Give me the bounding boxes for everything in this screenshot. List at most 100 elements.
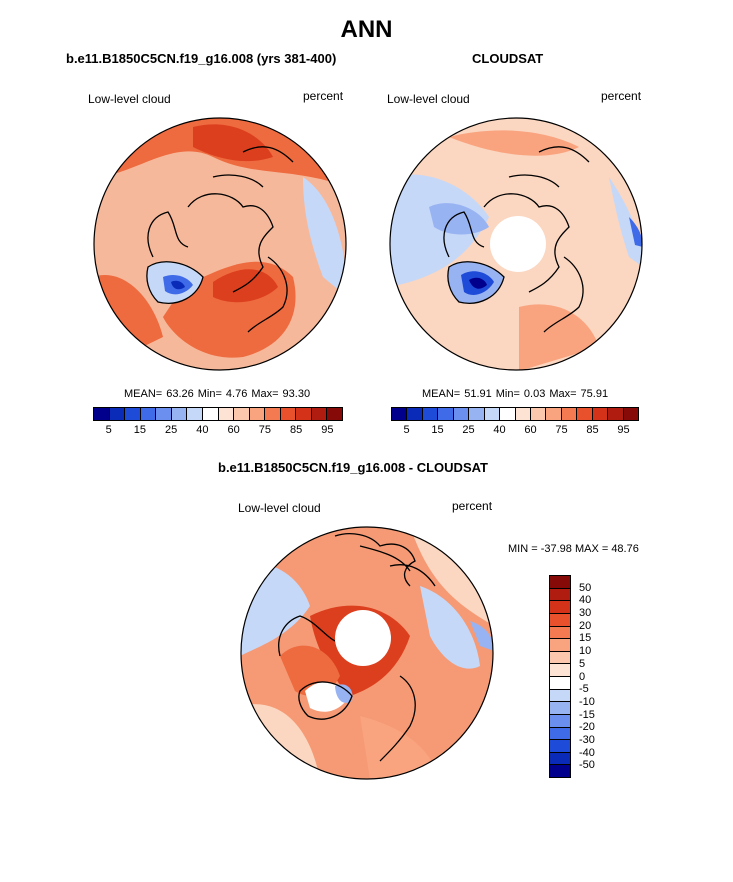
obs-colorbar-box: [561, 408, 578, 420]
obs-colorbar-box: [484, 408, 501, 420]
obs-map-border: [389, 117, 643, 371]
model-map-border: [93, 117, 347, 371]
model-units-label: percent: [303, 89, 344, 103]
obs-variable-label: Low-level cloud: [387, 92, 470, 106]
diff-colorbar-tick-label: 5: [579, 657, 586, 670]
obs-colorbar: [391, 407, 639, 421]
diff-colorbar-tick-label: 20: [579, 619, 592, 632]
obs-region-atlantic: [519, 304, 599, 370]
model-max-label: Max=: [251, 388, 279, 400]
model-polar-map: [93, 117, 347, 371]
diff-region-greenland-blue: [335, 684, 353, 703]
diff-colorbar-tick-label: 15: [579, 632, 592, 645]
model-min-label: Min=: [197, 388, 222, 400]
obs-region-greenland-core: [469, 277, 487, 289]
model-colorbar-tick-label: 75: [258, 424, 271, 436]
diff-colorbar-tick-label: -15: [579, 708, 595, 721]
obs-coastlines: [443, 146, 590, 333]
obs-colorbar-box: [608, 408, 624, 420]
obs-colorbar-box: [469, 408, 485, 420]
diff-colorbar-box: [550, 626, 570, 640]
obs-colorbar-box: [530, 408, 547, 420]
model-colorbar-box: [156, 408, 172, 420]
model-colorbar-box: [280, 408, 297, 420]
model-colorbar-tick-label: 95: [321, 424, 334, 436]
model-colorbar-tick-label: 15: [133, 424, 146, 436]
model-region-greenland-core: [171, 280, 185, 290]
diff-colorbar-tick-label: -20: [579, 721, 595, 734]
model-colorbar-box: [249, 408, 266, 420]
model-colorbar-box: [265, 408, 281, 420]
diff-polar-map: [240, 526, 494, 780]
model-panel-title: b.e11.B1850C5CN.f19_g16.008 (yrs 381-400…: [66, 51, 337, 66]
obs-units-label: percent: [601, 89, 642, 103]
diff-pole-hole: [335, 610, 391, 666]
model-colorbar-tick-label: 60: [227, 424, 240, 436]
model-colorbar-box: [171, 408, 188, 420]
obs-polar-map: [389, 117, 643, 371]
model-colorbar: [93, 407, 343, 421]
diff-colorbar-tick-label: -30: [579, 733, 595, 746]
obs-colorbar-tick-label: 60: [524, 424, 537, 436]
obs-colorbar-box: [453, 408, 470, 420]
diff-colorbar-tick-label: 50: [579, 581, 592, 594]
diff-range-text: MIN = -37.98 MAX = 48.76: [508, 543, 639, 555]
obs-region-east-blue: [609, 177, 642, 267]
model-mean-label: MEAN=: [124, 388, 163, 400]
diff-colorbar-box: [550, 588, 570, 602]
model-variable-label: Low-level cloud: [88, 92, 171, 106]
obs-max-value: 75.91: [580, 388, 609, 400]
model-colorbar-box: [218, 408, 235, 420]
diff-coastlines: [278, 533, 436, 762]
model-colorbar-box: [125, 408, 141, 420]
diff-colorbar-tick-label: 30: [579, 607, 592, 620]
obs-colorbar-box: [592, 408, 609, 420]
diff-colorbar-box: [550, 576, 570, 589]
obs-mean-label: MEAN=: [422, 388, 461, 400]
model-colorbar-box: [94, 408, 110, 420]
model-stats: MEAN= 63.26 Min= 4.76 Max= 93.30: [124, 388, 314, 400]
model-colorbar-box: [234, 408, 250, 420]
diff-colorbar-tick-label: -50: [579, 759, 595, 772]
diff-colorbar-tick-label: -10: [579, 695, 595, 708]
model-colorbar-tick-label: 85: [290, 424, 303, 436]
obs-region-west-blue: [390, 174, 489, 287]
obs-min-value: 0.03: [523, 388, 546, 400]
diff-colorbar-box: [550, 601, 570, 614]
obs-colorbar-box: [500, 408, 516, 420]
diff-colorbar-box: [550, 689, 570, 703]
model-colorbar-box: [311, 408, 328, 420]
obs-colorbar-box: [407, 408, 423, 420]
diff-colorbar-box: [550, 727, 570, 741]
obs-pole-hole: [490, 216, 546, 272]
obs-colorbar-tick-label: 95: [617, 424, 630, 436]
obs-region-east-blue-mid: [629, 217, 642, 247]
diff-colorbar-tick-label: -40: [579, 746, 595, 759]
diff-colorbar-box: [550, 651, 570, 665]
model-colorbar-box: [202, 408, 219, 420]
diff-colorbar-box: [550, 752, 570, 766]
obs-colorbar-tick-label: 40: [493, 424, 506, 436]
obs-colorbar-tick-label: 85: [586, 424, 599, 436]
model-max-value: 93.30: [282, 388, 311, 400]
diff-region-east-blue-mid: [470, 621, 493, 651]
diff-units-label: percent: [452, 499, 493, 513]
diff-colorbar-box: [550, 714, 570, 728]
obs-min-label: Min=: [495, 388, 520, 400]
obs-colorbar-tick-label: 75: [555, 424, 568, 436]
obs-colorbar-box: [438, 408, 454, 420]
obs-colorbar-box: [422, 408, 439, 420]
diff-colorbar-tick-label: 10: [579, 645, 592, 658]
obs-colorbar-tick-label: 15: [431, 424, 444, 436]
diff-colorbar-box: [550, 639, 570, 652]
model-min-value: 4.76: [225, 388, 248, 400]
diff-region-east-blue: [420, 586, 480, 669]
obs-region-west-blue-mid: [429, 203, 489, 235]
obs-colorbar-box: [392, 408, 408, 420]
diff-colorbar-tick-label: 0: [579, 670, 586, 683]
diff-map-border: [240, 526, 494, 780]
obs-colorbar-tick-label: 25: [462, 424, 475, 436]
model-colorbar-box: [109, 408, 126, 420]
diff-colorbar-box: [550, 740, 570, 753]
model-colorbar-tick-label: 40: [196, 424, 209, 436]
